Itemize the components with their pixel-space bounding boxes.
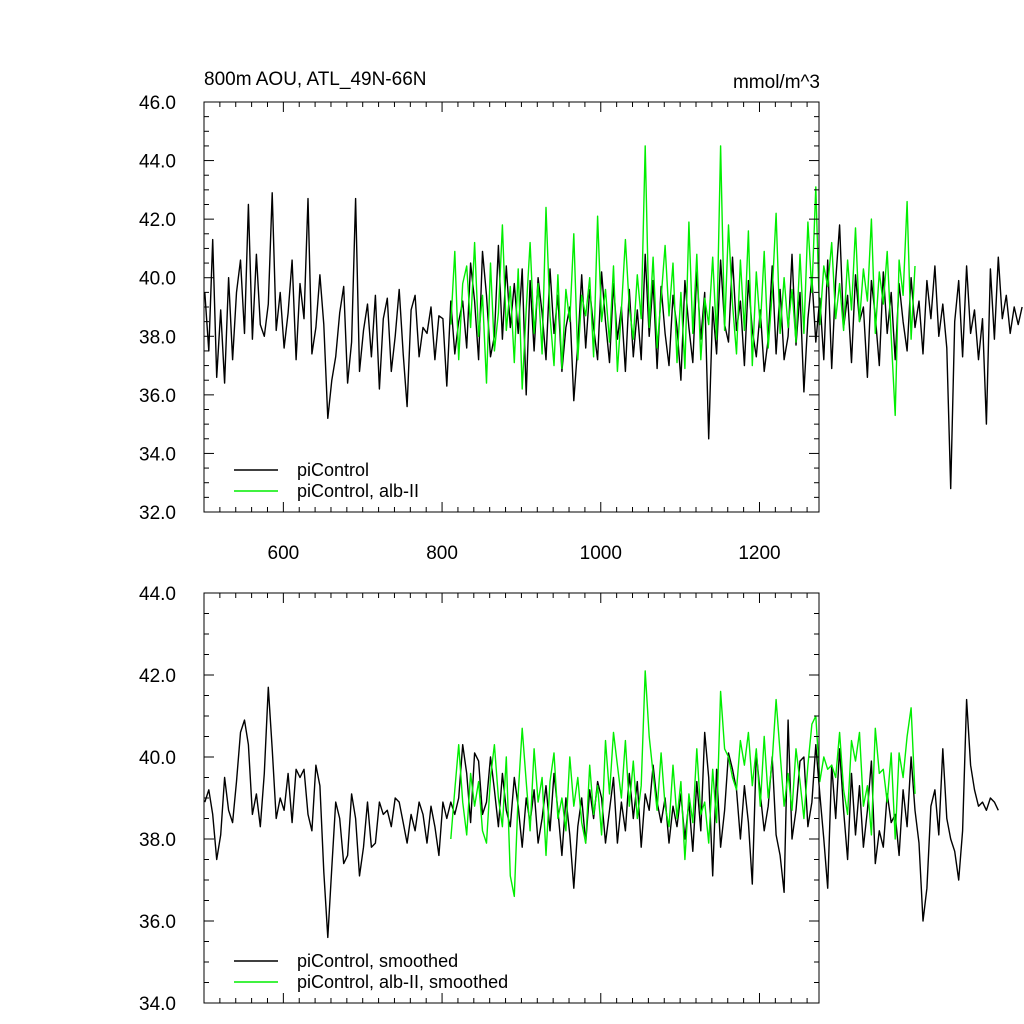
top-ticks-layer: 600 800 1000 1200 32.0 34.0 36.0 38.0 40.0 42.0 44… xyxy=(139,93,819,564)
legend-label-picontrol-smoothed: piControl, smoothed xyxy=(297,951,458,971)
y-tick-label: 40.0 xyxy=(139,269,176,290)
x-tick-label: 1000 xyxy=(580,543,622,564)
y-tick-label: 36.0 xyxy=(139,912,176,933)
y-tick-label: 38.0 xyxy=(139,830,176,851)
top-plot-frame xyxy=(203,101,820,513)
panel-title: 800m AOU, ATL_49N-66N xyxy=(204,69,426,90)
top-panel: 800m AOU, ATL_49N-66N mmol/m^3 600 800 100… xyxy=(139,69,1023,564)
y-tick-label: 32.0 xyxy=(139,503,176,524)
y-tick-label: 34.0 xyxy=(139,444,176,465)
x-tick-label: 600 xyxy=(268,543,300,564)
top-series-layer xyxy=(204,145,1023,490)
y-tick-label: 42.0 xyxy=(139,210,176,231)
bottom-plot-frame xyxy=(203,592,820,1004)
y-tick-label: 38.0 xyxy=(139,327,176,348)
bottom-legend: piControl, smoothed piControl, alb-II, s… xyxy=(234,951,508,992)
legend-label-picontrol: piControl xyxy=(297,460,369,480)
bottom-series-layer xyxy=(204,670,999,939)
y-tick-label: 44.0 xyxy=(139,584,176,605)
legend-label-alb-ii-smoothed: piControl, alb-II, smoothed xyxy=(297,972,508,992)
series-line-top-2 xyxy=(450,145,916,417)
series-line-bottom-2 xyxy=(450,670,916,898)
y-tick-label: 46.0 xyxy=(139,93,176,114)
series-line-bottom-1 xyxy=(204,686,999,939)
y-tick-label: 44.0 xyxy=(139,152,176,173)
top-legend: piControl piControl, alb-II xyxy=(234,460,419,501)
y-tick-label: 34.0 xyxy=(139,994,176,1015)
series-line-top-1 xyxy=(204,192,1023,490)
legend-label-alb-ii: piControl, alb-II xyxy=(297,481,419,501)
units-label: mmol/m^3 xyxy=(733,72,820,93)
y-tick-label: 42.0 xyxy=(139,666,176,687)
x-tick-label: 800 xyxy=(426,543,458,564)
bottom-panel: 34.0 36.0 38.0 40.0 42.0 44.0 piControl, smoo… xyxy=(139,584,999,1015)
x-tick-label: 1200 xyxy=(738,543,780,564)
y-tick-label: 36.0 xyxy=(139,386,176,407)
y-tick-label: 40.0 xyxy=(139,748,176,769)
bottom-ticks-layer: 34.0 36.0 38.0 40.0 42.0 44.0 xyxy=(139,584,819,1015)
